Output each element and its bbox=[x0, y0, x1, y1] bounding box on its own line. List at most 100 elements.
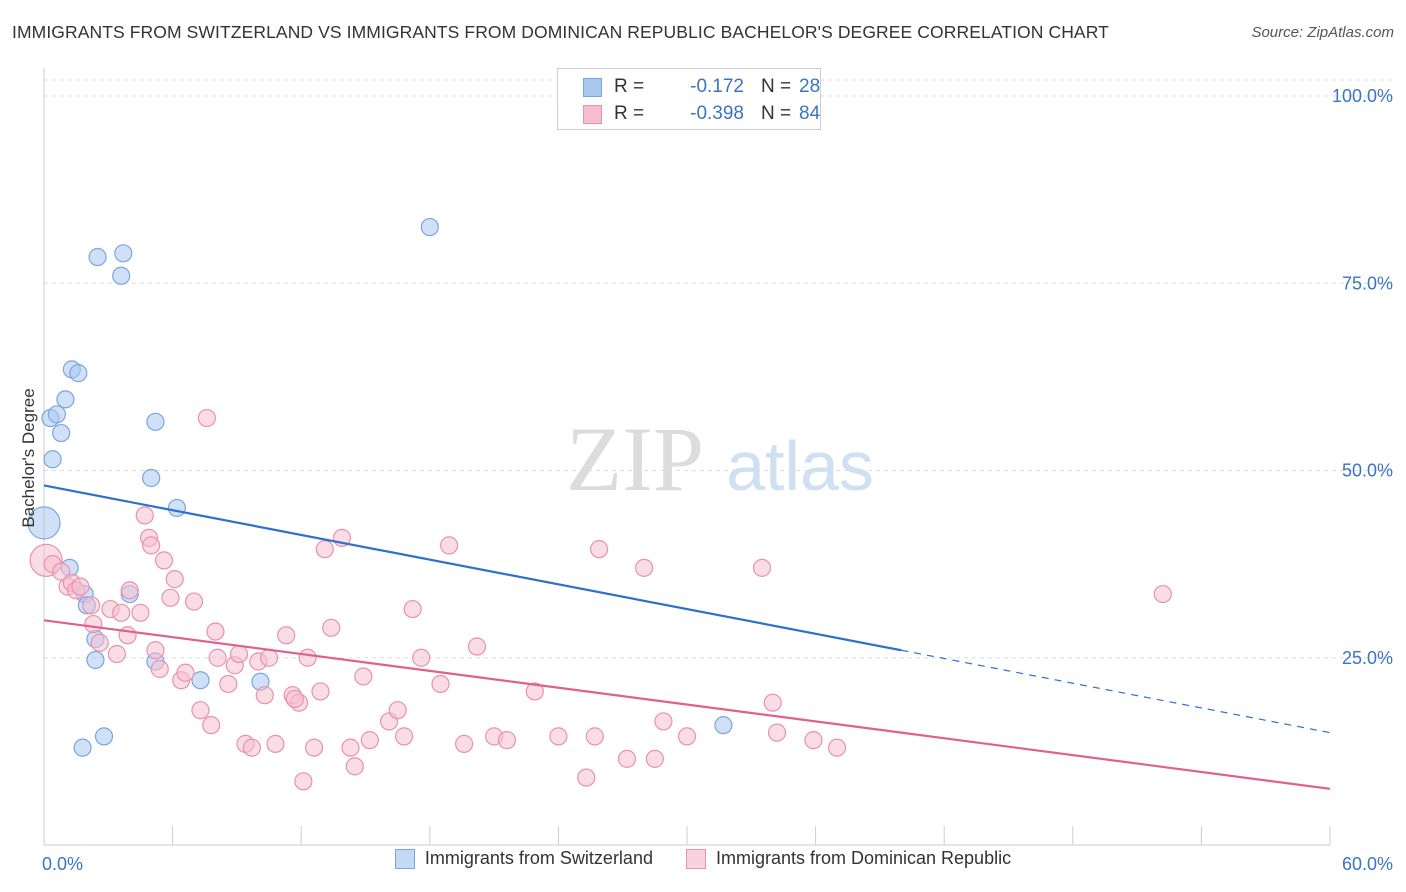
source-credit: Source: ZipAtlas.com bbox=[1251, 24, 1394, 41]
point-dominican bbox=[255, 686, 274, 705]
point-dominican bbox=[259, 648, 279, 667]
point-dominican bbox=[590, 540, 609, 559]
point-dominican bbox=[112, 603, 131, 622]
stats-r-label: R = bbox=[614, 76, 645, 97]
legend-swatch-dominican bbox=[685, 848, 706, 869]
point-dominican bbox=[184, 592, 204, 611]
stats-r-value: -0.398 bbox=[690, 103, 744, 124]
x-tick-label: 0.0% bbox=[42, 854, 83, 874]
stats-swatch-dominican bbox=[583, 105, 602, 124]
point-dominican bbox=[242, 738, 262, 757]
point-dominican bbox=[804, 731, 823, 750]
point-switzerland bbox=[52, 423, 71, 443]
point-dominican bbox=[208, 648, 227, 667]
point-switzerland bbox=[73, 738, 92, 757]
point-switzerland bbox=[56, 390, 75, 409]
point-dominican bbox=[118, 626, 137, 645]
trend-line-dominican bbox=[43, 619, 1331, 790]
point-dominican bbox=[285, 689, 304, 709]
point-dominican bbox=[202, 716, 221, 735]
point-dominican bbox=[467, 637, 487, 656]
legend-item-switzerland[interactable]: Immigrants from Switzerland bbox=[394, 848, 653, 869]
point-dominican bbox=[142, 536, 161, 555]
legend-item-dominican[interactable]: Immigrants from Dominican Republic bbox=[685, 848, 1012, 869]
point-dominican bbox=[439, 536, 459, 555]
point-switzerland bbox=[146, 412, 165, 431]
point-dominican bbox=[219, 674, 238, 694]
point-switzerland bbox=[27, 506, 61, 540]
stats-box: R = -0.172 N = 28 R = -0.398 N = 84 bbox=[557, 68, 821, 130]
point-dominican bbox=[304, 738, 324, 757]
legend-label-dominican: Immigrants from Dominican Republic bbox=[715, 848, 1012, 868]
point-dominican bbox=[677, 727, 697, 746]
point-switzerland bbox=[69, 364, 88, 383]
point-dominican bbox=[154, 551, 174, 570]
watermark-atlas: atlas bbox=[726, 427, 874, 505]
watermark-zip: ZIP bbox=[566, 408, 704, 510]
point-switzerland bbox=[420, 217, 439, 237]
y-tick-label: 100.0% bbox=[1332, 86, 1393, 106]
point-dominican bbox=[90, 633, 109, 652]
point-dominican bbox=[394, 727, 414, 746]
point-dominican bbox=[431, 674, 450, 694]
point-dominican bbox=[763, 693, 782, 712]
point-dominican bbox=[654, 712, 673, 731]
trend-lines bbox=[43, 484, 1331, 790]
point-dominican bbox=[454, 734, 474, 753]
point-dominican bbox=[294, 772, 313, 791]
point-dominican bbox=[298, 648, 317, 667]
trend-line-switzerland bbox=[43, 484, 902, 652]
point-dominican bbox=[525, 682, 544, 701]
point-dominican bbox=[71, 577, 90, 596]
point-dominican bbox=[165, 570, 184, 589]
point-dominican bbox=[135, 506, 154, 525]
point-switzerland bbox=[86, 650, 105, 670]
y-tick-label: 25.0% bbox=[1342, 648, 1393, 668]
point-dominican bbox=[827, 738, 847, 757]
point-dominican bbox=[412, 648, 431, 667]
point-dominican bbox=[82, 596, 101, 615]
y-tick-label: 75.0% bbox=[1342, 273, 1393, 293]
point-dominican bbox=[315, 540, 334, 559]
point-switzerland bbox=[43, 450, 62, 469]
stats-r-label: R = bbox=[614, 103, 645, 124]
stats-swatch-switzerland bbox=[583, 78, 602, 97]
grid-lines bbox=[44, 79, 1392, 659]
chart-title: IMMIGRANTS FROM SWITZERLAND VS IMMIGRANT… bbox=[12, 22, 1109, 42]
point-switzerland bbox=[714, 716, 733, 735]
point-dominican bbox=[52, 562, 71, 581]
point-switzerland bbox=[94, 727, 114, 746]
point-dominican bbox=[146, 641, 165, 660]
point-dominican bbox=[176, 663, 195, 682]
stats-n-value: 84 bbox=[799, 103, 821, 124]
point-dominican bbox=[1153, 584, 1172, 604]
point-dominican bbox=[311, 682, 330, 701]
point-dominican bbox=[360, 731, 379, 750]
point-switzerland bbox=[142, 468, 161, 488]
stats-n-label: N = bbox=[761, 76, 792, 97]
point-switzerland bbox=[47, 405, 66, 424]
point-dominican bbox=[388, 701, 407, 720]
point-dominican bbox=[197, 408, 216, 428]
legend-label-switzerland: Immigrants from Switzerland bbox=[424, 848, 653, 868]
point-dominican bbox=[322, 618, 341, 637]
point-dominican bbox=[277, 626, 296, 645]
axes: 25.0% 50.0% 75.0% 100.0% 0.0% 60.0% bbox=[42, 68, 1393, 874]
point-dominican bbox=[354, 667, 373, 686]
point-dominican bbox=[403, 599, 422, 619]
y-tick-label: 50.0% bbox=[1342, 461, 1393, 481]
legend: Immigrants from Switzerland Immigrants f… bbox=[0, 848, 1406, 874]
point-switzerland bbox=[88, 247, 107, 267]
point-dominican bbox=[345, 757, 364, 776]
stats-n-value: 28 bbox=[799, 76, 821, 97]
point-dominican bbox=[752, 558, 772, 577]
point-dominican bbox=[229, 644, 249, 664]
x-tick-label: 60.0% bbox=[1342, 854, 1393, 874]
point-dominican bbox=[161, 588, 180, 607]
trend-line-switzerland-extension bbox=[901, 649, 1331, 734]
point-dominican bbox=[206, 622, 225, 641]
point-dominican bbox=[577, 768, 596, 787]
point-switzerland bbox=[112, 266, 131, 285]
point-switzerland bbox=[114, 244, 133, 263]
legend-swatch-switzerland bbox=[394, 848, 415, 869]
